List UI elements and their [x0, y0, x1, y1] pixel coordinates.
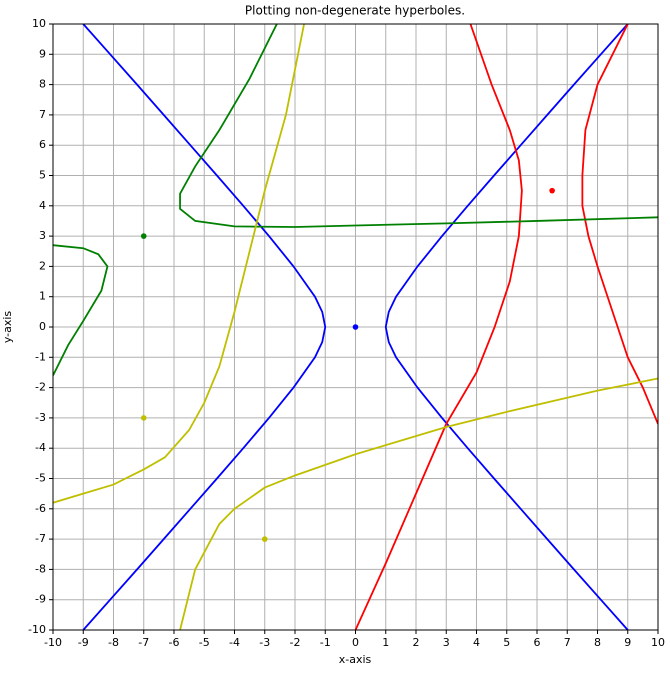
y-tick-label: 2 [39, 259, 46, 272]
x-tick-label: -4 [229, 636, 240, 649]
hyperbola-branch [53, 24, 305, 504]
hyperbola-branch [354, 24, 523, 630]
y-tick-label: -3 [35, 411, 46, 424]
y-tick-label: -7 [35, 532, 46, 545]
x-tick-label: -2 [290, 636, 301, 649]
x-tick-label: -3 [259, 636, 270, 649]
y-tick-label: -2 [35, 381, 46, 394]
y-tick-label: 7 [39, 108, 46, 121]
y-tick-label: 8 [39, 78, 46, 91]
y-tick-label: 6 [39, 138, 46, 151]
hyperbola-branch [581, 24, 658, 425]
center-point [140, 233, 147, 239]
center-point [352, 324, 359, 330]
y-tick-label: -5 [35, 472, 46, 485]
grid [52, 23, 659, 631]
y-tick-label: -8 [35, 562, 46, 575]
x-tick-label: -1 [320, 636, 331, 649]
x-tick-label: -8 [108, 636, 119, 649]
y-tick-label: 5 [39, 169, 46, 182]
x-tick-label: -7 [138, 636, 149, 649]
y-tick-label: -4 [35, 441, 46, 454]
x-tick-label: 1 [382, 636, 389, 649]
y-axis-label: y-axis [1, 311, 14, 344]
x-tick-label: 9 [624, 636, 631, 649]
center-point [140, 415, 147, 421]
x-tick-label: 10 [651, 636, 665, 649]
x-tick-label: -9 [78, 636, 89, 649]
hyperbola-branch [179, 24, 658, 228]
hyperbola-branch [179, 377, 658, 630]
y-tick-label: 3 [39, 229, 46, 242]
y-tick-label: -10 [28, 623, 46, 636]
x-tick-label: 8 [594, 636, 601, 649]
y-tick-label: -1 [35, 350, 46, 363]
y-tick-label: 10 [32, 17, 46, 30]
x-tick-label: 5 [503, 636, 510, 649]
y-tick-label: 4 [39, 199, 46, 212]
y-tick-label: 9 [39, 47, 46, 60]
x-tick-label: 7 [564, 636, 571, 649]
hyperbola-branch [53, 244, 109, 376]
plot-area [53, 24, 658, 630]
x-tick-label: 0 [352, 636, 359, 649]
x-tick-label: -10 [44, 636, 62, 649]
center-point [261, 536, 268, 542]
y-tick-label: -6 [35, 502, 46, 515]
y-tick-label: -9 [35, 593, 46, 606]
x-tick-label: -6 [169, 636, 180, 649]
y-tick-label: 0 [39, 320, 46, 333]
x-tick-label: 3 [443, 636, 450, 649]
chart-title: Plotting non-degenerate hyperboles. [245, 4, 465, 18]
x-tick-label: 6 [534, 636, 541, 649]
x-axis-label: x-axis [339, 653, 372, 666]
y-tick-label: 1 [39, 290, 46, 303]
x-tick-label: 4 [473, 636, 480, 649]
hyperbola-branch [384, 24, 629, 630]
x-tick-label: 2 [413, 636, 420, 649]
center-point [549, 187, 555, 194]
hyperbola-branch [82, 24, 327, 630]
x-tick-label: -5 [199, 636, 210, 649]
